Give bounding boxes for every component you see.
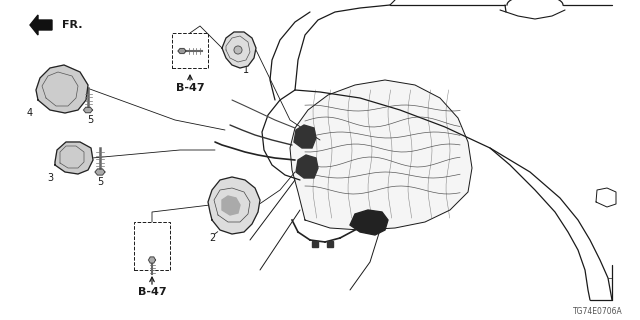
Bar — [327, 241, 333, 247]
Bar — [134, 222, 170, 270]
Text: 2: 2 — [209, 233, 215, 243]
Text: FR.: FR. — [62, 20, 83, 30]
Polygon shape — [83, 107, 93, 113]
Polygon shape — [148, 257, 156, 263]
Polygon shape — [222, 196, 240, 215]
Text: 5: 5 — [97, 177, 103, 187]
Polygon shape — [95, 169, 105, 175]
Polygon shape — [178, 49, 186, 53]
Text: B-47: B-47 — [176, 83, 204, 93]
Polygon shape — [294, 125, 316, 148]
Polygon shape — [30, 15, 52, 35]
Polygon shape — [36, 65, 88, 113]
Polygon shape — [296, 155, 318, 178]
Bar — [172, 33, 208, 68]
Polygon shape — [55, 142, 93, 174]
Bar — [312, 241, 318, 247]
Text: 3: 3 — [47, 173, 53, 183]
Circle shape — [234, 46, 242, 54]
Text: B-47: B-47 — [138, 287, 166, 297]
Polygon shape — [350, 210, 388, 235]
Polygon shape — [208, 177, 260, 234]
Text: TG74E0706A: TG74E0706A — [573, 308, 623, 316]
Text: 1: 1 — [243, 65, 249, 75]
Text: 4: 4 — [27, 108, 33, 118]
Polygon shape — [290, 80, 472, 230]
Polygon shape — [222, 32, 256, 68]
Text: 5: 5 — [87, 115, 93, 125]
